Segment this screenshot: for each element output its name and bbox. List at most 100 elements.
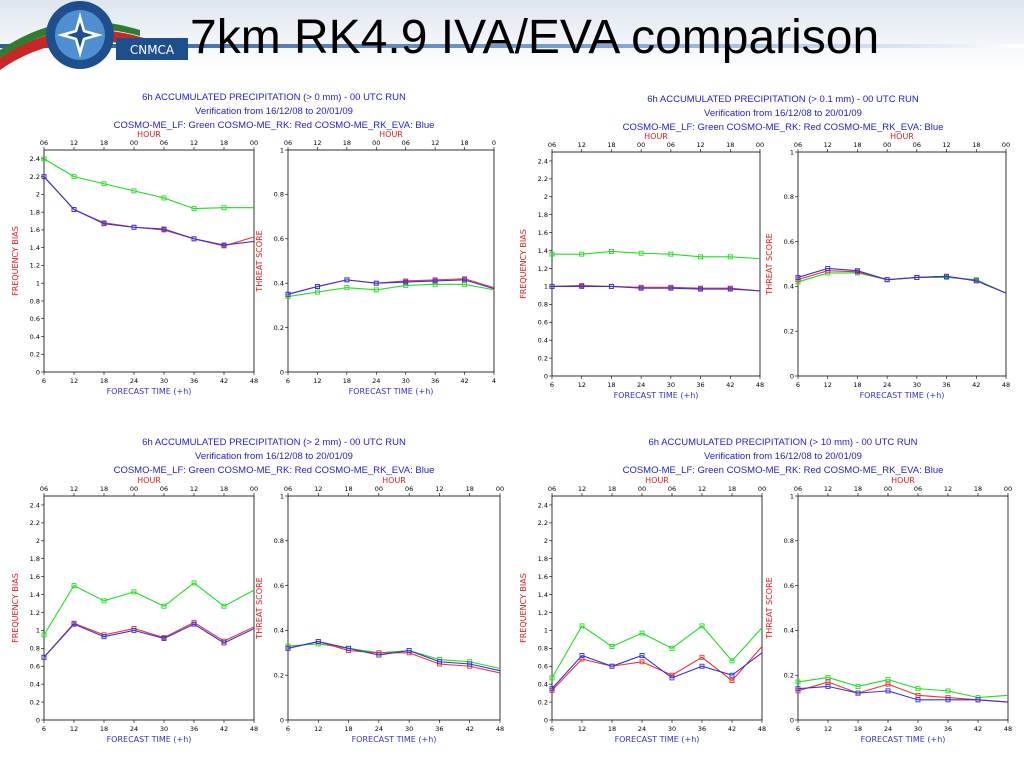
top-axis-label: HOUR [379,130,403,139]
x-axis-label: FORECAST TIME (+h) [861,735,946,744]
y-tick-label: 1.2 [30,609,40,617]
y-tick-label: 0 [36,716,40,724]
top-tick-label: 00 [250,139,258,147]
data-point [699,623,705,629]
x-tick-label: 12 [824,725,832,733]
top-tick-label: 00 [883,141,891,149]
series-line [43,582,255,636]
panel-header-line: Verification from 16/12/08 to 20/01/09 [195,106,353,117]
x-tick-label: 18 [608,725,616,733]
y-tick-label: 0.6 [538,663,548,671]
x-tick-label: 30 [913,381,921,389]
y-tick-label: 0.6 [784,238,794,246]
top-tick-label: 18 [466,485,474,493]
y-tick-label: 2 [36,191,40,199]
top-tick-label: 06 [668,485,676,493]
top-tick-label: 18 [608,485,616,493]
top-tick-label: 12 [70,139,78,147]
y-tick-label: 2.4 [538,157,548,165]
y-tick-label: 0.2 [274,672,284,680]
top-tick-label: 06 [402,139,410,147]
top-tick-label: 18 [854,485,862,493]
top-tick-label: 12 [190,485,198,493]
top-axis-label: HOUR [890,132,914,141]
top-tick-label: 00 [496,485,504,493]
data-point [549,283,555,289]
top-tick-label: 00 [375,485,383,493]
y-tick-label: 0.4 [274,280,284,288]
top-tick-label: 18 [972,141,980,149]
top-tick-label: 12 [942,141,950,149]
data-point [71,621,77,627]
y-tick-label: 2.2 [30,173,40,181]
data-point [131,188,137,194]
y-axis-label: FREQUENCY BIAS [11,226,20,296]
y-tick-label: 0 [36,368,40,376]
data-point [945,688,951,694]
data-point [729,678,735,684]
y-tick-label: 1.8 [30,555,40,563]
y-tick-label: 0.2 [274,324,284,332]
y-tick-label: 1.8 [538,555,548,563]
x-tick-label: 36 [431,377,439,385]
y-tick-label: 2.4 [30,155,40,163]
data-point [161,195,167,201]
top-tick-label: 12 [698,485,706,493]
x-axis-label: FORECAST TIME (+h) [107,387,192,396]
data-point [669,645,675,651]
y-tick-label: 1 [544,627,548,635]
y-tick-label: 2.2 [538,519,548,527]
panel-header-line: Verification from 16/12/08 to 20/01/09 [704,451,862,462]
chart-freq-bias-0.1mm: 0 0.2 0.4 0.6 0.8 1 1.2 1.4 1.6 1.8 2 2.2 2.4 6 06 12 12… [519,132,764,400]
x-tick-label: 18 [100,377,108,385]
y-tick-label: 1 [36,280,40,288]
series-line [552,250,761,260]
panel-header-br: 6h ACCUMULATED PRECIPITATION (> 10 mm) -… [543,436,1023,478]
top-tick-label: 00 [130,485,138,493]
x-tick-label: 42 [972,381,980,389]
y-tick-label: 2 [544,537,548,545]
panel-header-line: 6h ACCUMULATED PRECIPITATION (> 0.1 mm) … [647,94,919,105]
data-point [825,683,831,689]
x-tick-label: 6 [550,725,554,733]
top-tick-label: 06 [40,139,48,147]
data-point [344,277,350,283]
panel-header-line: COSMO-ME_LF: Green COSMO-ME_RK: Red COSM… [622,465,944,476]
data-point [376,652,382,658]
y-tick-label: 0.2 [30,351,40,359]
x-tick-label: 18 [343,377,351,385]
data-point [698,286,704,292]
y-tick-label: 1 [790,492,794,500]
data-point [221,205,227,211]
x-tick-label: 12 [578,725,586,733]
y-tick-label: 0.8 [274,191,284,199]
top-axis-label: HOUR [382,476,406,485]
data-point [699,654,705,660]
series-line [287,643,501,670]
x-tick-label: 48 [1002,381,1010,389]
data-point [191,580,197,586]
top-tick-label: 06 [548,141,556,149]
data-point [795,274,801,280]
data-point [698,254,704,260]
data-point [403,279,409,285]
logo-text: CNMCA [130,43,175,57]
x-tick-label: 30 [160,725,168,733]
x-tick-label: 48 [250,377,258,385]
y-tick-label: 1.4 [538,591,548,599]
data-point [609,663,615,669]
top-tick-label: 06 [405,485,413,493]
y-tick-label: 1.4 [538,247,548,255]
panel-header-line: COSMO-ME_LF: Green COSMO-ME_RK: Red COSM… [113,120,435,131]
y-tick-label: 0.6 [30,315,40,323]
top-tick-label: 06 [160,139,168,147]
data-point [825,266,831,271]
data-point [669,675,675,681]
data-point [346,645,352,651]
series-line [551,625,763,679]
x-tick-label: 24 [130,725,138,733]
y-tick-label: 1.6 [30,573,40,581]
x-tick-label: 24 [638,725,646,733]
data-point [639,653,645,658]
x-tick-label: 30 [914,725,922,733]
